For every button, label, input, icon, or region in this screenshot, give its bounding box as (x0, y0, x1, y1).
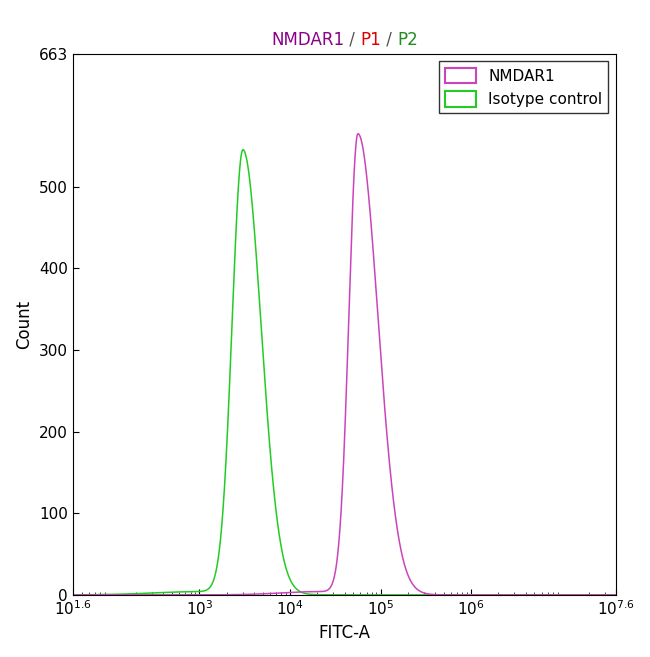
Text: /: / (344, 31, 360, 49)
Text: NMDAR1: NMDAR1 (271, 31, 344, 49)
Text: P2: P2 (397, 31, 418, 49)
Legend: NMDAR1, Isotype control: NMDAR1, Isotype control (439, 62, 608, 113)
Text: P1: P1 (360, 31, 381, 49)
Text: /: / (381, 31, 397, 49)
X-axis label: FITC-A: FITC-A (318, 624, 370, 642)
Y-axis label: Count: Count (15, 300, 33, 349)
